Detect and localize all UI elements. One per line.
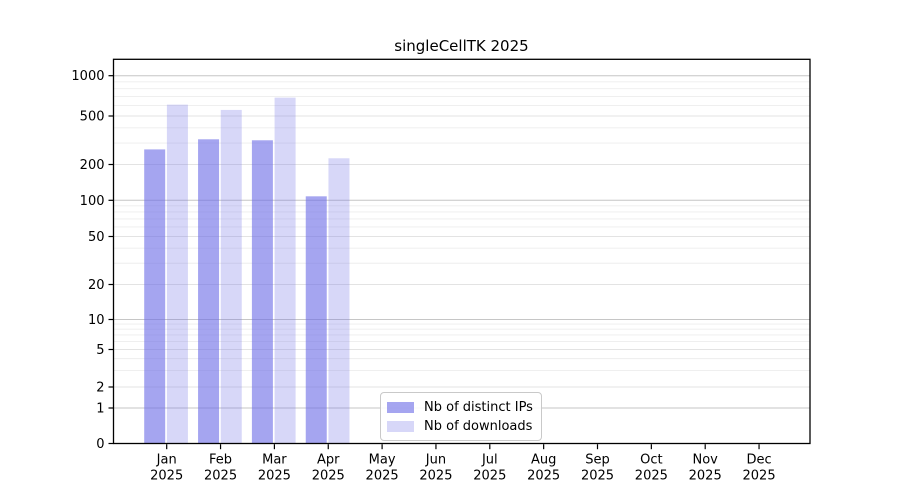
y-tick-label: 0 [96, 437, 104, 452]
bar-distinct-ips-jan [144, 149, 166, 444]
x-tick-label-month: Oct [640, 453, 662, 468]
y-tick-label: 500 [80, 110, 105, 125]
x-tick-label-month: Dec [746, 453, 771, 468]
x-tick-label-year: 2025 [312, 469, 345, 484]
y-tick-label: 100 [80, 194, 105, 209]
y-tick-label: 20 [88, 278, 105, 293]
x-tick-label-month: Jan [156, 453, 177, 468]
x-tick-label-month: Aug [531, 453, 556, 468]
bar-downloads-jan [166, 104, 188, 444]
x-tick-label-year: 2025 [150, 469, 183, 484]
bar-distinct-ips-feb [198, 139, 220, 444]
x-tick-label-year: 2025 [419, 469, 452, 484]
x-tick-label-month: Jun [425, 453, 446, 468]
x-tick-label-year: 2025 [689, 469, 722, 484]
legend-swatch-distinct-ips [387, 401, 414, 413]
y-tick-label: 50 [88, 230, 105, 245]
bar-downloads-apr [328, 158, 350, 444]
x-tick-label-year: 2025 [581, 469, 614, 484]
x-tick-label-year: 2025 [258, 469, 291, 484]
x-tick-label-year: 2025 [743, 469, 776, 484]
x-tick-label-year: 2025 [204, 469, 237, 484]
legend-label-distinct-ips: Nb of distinct IPs [424, 399, 533, 415]
x-tick-label-month: Sep [585, 453, 610, 468]
x-tick-label-month: May [369, 453, 396, 468]
x-tick-label-year: 2025 [635, 469, 668, 484]
y-tick-label: 5 [96, 343, 104, 358]
y-tick-label: 2 [96, 381, 104, 396]
x-tick-label-year: 2025 [473, 469, 506, 484]
legend-row-downloads: Nb of downloads [387, 419, 541, 434]
x-tick-label-year: 2025 [527, 469, 560, 484]
bar-distinct-ips-mar [251, 140, 273, 444]
chart-title: singleCellTK 2025 [394, 37, 529, 55]
plot-frame [112, 58, 811, 445]
x-tick-label-month: Feb [209, 453, 232, 468]
legend-label-downloads: Nb of downloads [424, 418, 533, 434]
bar-distinct-ips-apr [305, 196, 327, 444]
x-tick-label-month: Mar [262, 453, 287, 468]
legend-swatch-downloads [387, 420, 414, 432]
legend-row-distinct-ips: Nb of distinct IPs [387, 400, 541, 415]
y-tick-label: 200 [80, 158, 105, 173]
legend: Nb of distinct IPs Nb of downloads [380, 392, 542, 441]
bar-downloads-mar [274, 97, 296, 444]
x-tick-label-month: Apr [317, 453, 340, 468]
y-tick-label: 10 [88, 313, 105, 328]
x-tick-label-month: Nov [693, 453, 719, 468]
y-tick-label: 1 [96, 402, 104, 417]
y-tick-label: 1000 [71, 69, 104, 84]
x-tick-label-year: 2025 [366, 469, 399, 484]
x-tick-label-month: Jul [481, 453, 498, 468]
bar-downloads-feb [220, 109, 242, 444]
